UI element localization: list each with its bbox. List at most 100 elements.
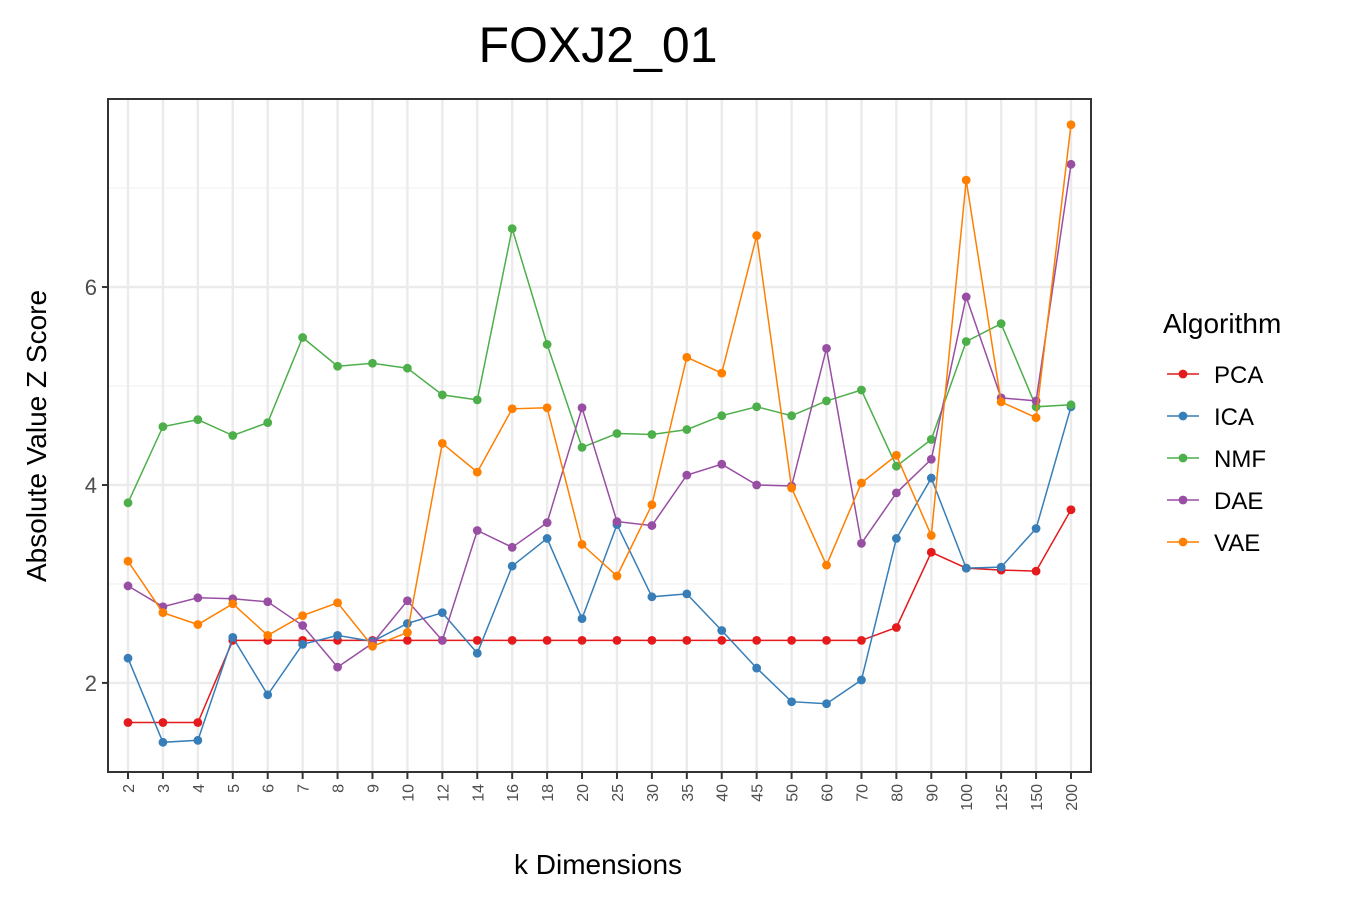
nmf-point — [647, 430, 657, 439]
dae-point — [507, 542, 517, 552]
vae-point — [961, 175, 971, 185]
x-tick-label: 20 — [575, 784, 592, 802]
nmf-point — [612, 429, 622, 438]
ica-point — [228, 633, 238, 642]
x-tick-label: 80 — [889, 784, 906, 802]
pca-point — [507, 635, 517, 645]
legend-label: ICA — [1214, 404, 1254, 431]
x-tick-label: 90 — [924, 784, 941, 802]
vae-point — [857, 478, 866, 488]
vae-point — [123, 556, 133, 566]
pca-point — [752, 635, 762, 645]
vae-point — [577, 539, 587, 549]
legend-key-point — [1178, 495, 1188, 505]
nmf-line — [127, 228, 1072, 504]
x-tick-label: 25 — [610, 784, 627, 802]
pca-point — [612, 635, 622, 645]
dae-line — [127, 164, 1072, 669]
dae-point — [752, 480, 762, 490]
vae-point — [298, 611, 308, 621]
vae-point — [437, 439, 447, 448]
pca-point — [403, 635, 412, 645]
x-tick-label: 70 — [854, 784, 871, 802]
dae-point — [542, 518, 552, 527]
pca-point — [787, 635, 796, 645]
ica-point — [822, 699, 831, 709]
nmf-point — [961, 337, 971, 346]
nmf-point — [891, 461, 901, 471]
nmf-point — [263, 418, 273, 428]
dae-point — [577, 403, 587, 413]
x-tick-label: 30 — [645, 784, 662, 802]
vae-point — [193, 620, 203, 629]
x-axis-label: k Dimensions — [514, 849, 682, 880]
legend-label: DAE — [1214, 488, 1263, 515]
x-tick-label: 18 — [540, 784, 557, 802]
vae-point — [263, 631, 273, 640]
ica-line — [127, 406, 1072, 744]
nmf-point — [437, 390, 447, 400]
x-tick-label: 2 — [121, 784, 138, 793]
pca-point — [857, 635, 866, 645]
x-tick-label: 60 — [820, 784, 837, 802]
nmf-point — [1066, 400, 1076, 410]
dae-point — [263, 597, 273, 607]
ica-point — [472, 648, 482, 658]
dae-point — [857, 538, 866, 548]
vae-point — [612, 571, 622, 581]
legend-item-ica: ICA — [1167, 404, 1254, 431]
pca-point — [193, 718, 203, 727]
dae-point — [682, 470, 692, 480]
vae-point — [507, 404, 517, 414]
x-tick-label: 3 — [156, 784, 173, 793]
legend-label: NMF — [1214, 446, 1266, 473]
vae-point — [333, 598, 342, 608]
legend: Algorithm PCA ICA NMF DAE VAE — [1163, 308, 1281, 557]
nmf-point — [822, 396, 831, 406]
vae-point — [472, 467, 482, 477]
legend-title: Algorithm — [1163, 308, 1281, 339]
dae-point — [926, 454, 936, 464]
ica-point — [717, 626, 727, 635]
pca-point — [123, 718, 133, 727]
vae-point — [787, 483, 796, 493]
vae-point — [368, 641, 377, 651]
y-tick-label: 4 — [85, 473, 97, 498]
nmf-point — [787, 411, 796, 421]
legend-key-point — [1178, 537, 1188, 547]
nmf-point — [996, 319, 1006, 329]
nmf-point — [577, 442, 587, 452]
pca-point — [822, 635, 831, 645]
nmf-point — [368, 358, 377, 368]
legend-key-point — [1178, 369, 1188, 379]
dae-point — [822, 344, 831, 353]
x-tick-label: 35 — [680, 784, 697, 802]
ica-point — [263, 690, 273, 700]
dae-point — [298, 621, 308, 630]
vae-point — [682, 352, 692, 362]
pca-point — [647, 635, 657, 645]
nmf-point — [193, 415, 203, 425]
vae-point — [228, 599, 238, 609]
ica-point — [926, 473, 936, 483]
dae-point — [472, 526, 482, 535]
dae-point — [333, 662, 342, 672]
ica-point — [752, 663, 762, 673]
dae-point — [717, 459, 727, 469]
nmf-point — [123, 498, 133, 508]
dae-point — [612, 517, 622, 527]
ica-point — [1031, 524, 1041, 533]
legend-label: VAE — [1214, 530, 1260, 557]
x-tick-label: 16 — [505, 784, 522, 802]
x-tick-label: 14 — [470, 784, 487, 802]
nmf-point — [752, 402, 762, 412]
y-tick-label: 2 — [85, 671, 97, 696]
nmf-point — [926, 435, 936, 444]
ica-point — [682, 589, 692, 599]
ica-point — [333, 631, 342, 640]
vae-point — [752, 231, 762, 240]
nmf-point — [333, 361, 342, 371]
legend-item-nmf: NMF — [1167, 446, 1266, 473]
ica-point — [507, 561, 517, 571]
